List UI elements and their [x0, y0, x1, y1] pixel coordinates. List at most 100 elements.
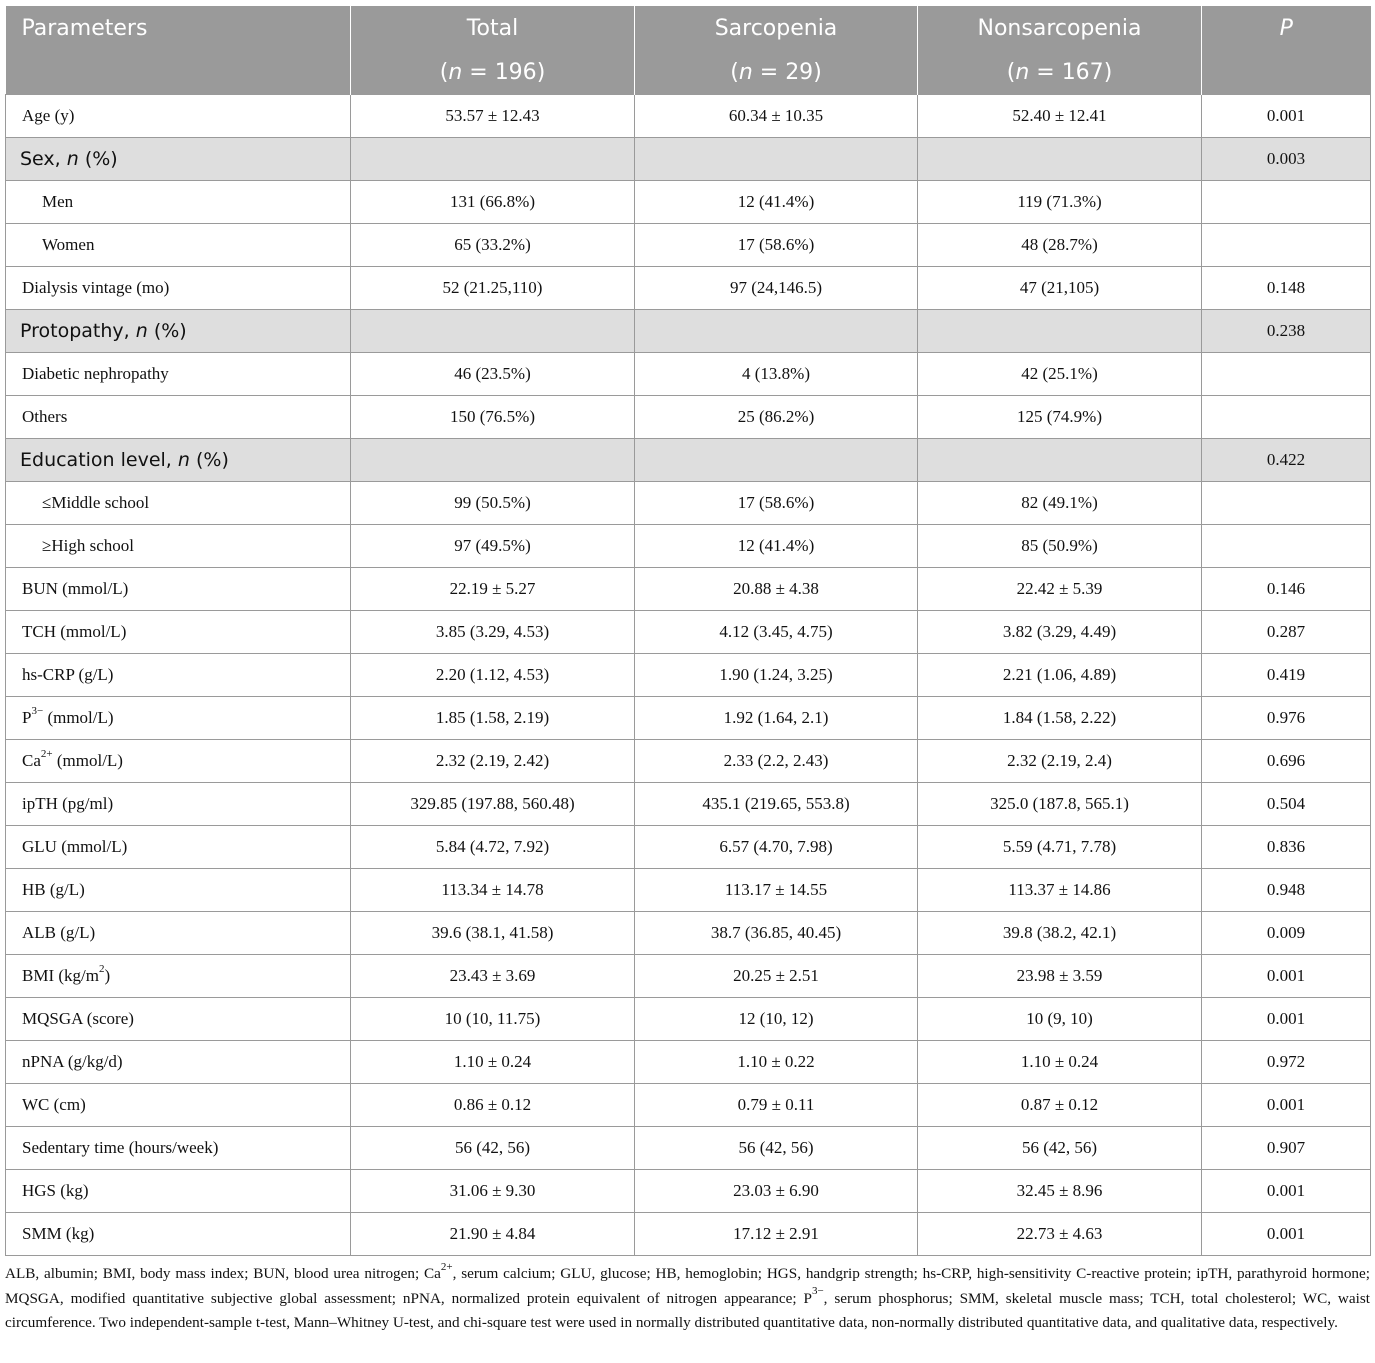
sarcopenia-cell: 2.33 (2.2, 2.43)	[634, 739, 918, 783]
total-cell: 150 (76.5%)	[350, 395, 635, 439]
table-row: Ca2+ (mmol/L) 2.32 (2.19, 2.42) 2.33 (2.2,…	[5, 739, 1371, 783]
table-row: ipTH (pg/ml) 329.85 (197.88, 560.48) 435.1…	[5, 782, 1371, 826]
header-row: Parameters Total Sarcopenia Nonsarcopeni…	[5, 6, 1371, 50]
parameter-cell: Protopathy, n (%)	[5, 309, 351, 353]
table-row: P3− (mmol/L) 1.85 (1.58, 2.19) 1.92 (1.64,…	[5, 696, 1371, 740]
nonsarcopenia-cell: 23.98 ± 3.59	[917, 954, 1202, 998]
total-cell: 65 (33.2%)	[350, 223, 635, 267]
table-row: MQSGA (score) 10 (10, 11.75) 12 (10, 12) 10…	[5, 997, 1371, 1041]
sarcopenia-cell: 60.34 ± 10.35	[634, 94, 918, 138]
parameter-cell: P3− (mmol/L)	[5, 696, 351, 740]
header-sarcopenia: Sarcopenia	[634, 6, 918, 50]
nonsarcopenia-cell: 48 (28.7%)	[917, 223, 1202, 267]
sarcopenia-cell: 20.25 ± 2.51	[634, 954, 918, 998]
p-cell: 0.001	[1201, 94, 1371, 138]
sarcopenia-cell: 97 (24,146.5)	[634, 266, 918, 310]
nonsarcopenia-cell: 39.8 (38.2, 42.1)	[917, 911, 1202, 955]
total-cell: 5.84 (4.72, 7.92)	[350, 825, 635, 869]
nonsarcopenia-cell	[917, 309, 1202, 353]
parameter-cell: Age (y)	[5, 94, 351, 138]
table-row: HB (g/L) 113.34 ± 14.78 113.17 ± 14.55 113.…	[5, 868, 1371, 912]
nonsarcopenia-cell: 3.82 (3.29, 4.49)	[917, 610, 1202, 654]
nonsarcopenia-cell: 119 (71.3%)	[917, 180, 1202, 224]
table-row: BUN (mmol/L) 22.19 ± 5.27 20.88 ± 4.38 22.4…	[5, 567, 1371, 611]
p-cell: 0.422	[1201, 438, 1371, 482]
total-cell: 56 (42, 56)	[350, 1126, 635, 1170]
sarcopenia-cell	[634, 438, 918, 482]
sarcopenia-cell: 6.57 (4.70, 7.98)	[634, 825, 918, 869]
sarcopenia-cell: 25 (86.2%)	[634, 395, 918, 439]
total-cell: 1.85 (1.58, 2.19)	[350, 696, 635, 740]
parameter-cell: nPNA (g/kg/d)	[5, 1040, 351, 1084]
parameter-cell: Diabetic nephropathy	[5, 352, 351, 396]
sarcopenia-cell	[634, 137, 918, 181]
parameter-cell: ipTH (pg/ml)	[5, 782, 351, 826]
header-total: Total	[350, 6, 635, 50]
nonsarcopenia-cell: 52.40 ± 12.41	[917, 94, 1202, 138]
p-cell	[1201, 352, 1371, 396]
sarcopenia-cell: 56 (42, 56)	[634, 1126, 918, 1170]
p-cell: 0.001	[1201, 1169, 1371, 1213]
header-nonsarcopenia: Nonsarcopenia	[917, 6, 1202, 50]
p-cell: 0.001	[1201, 1083, 1371, 1127]
p-cell: 0.976	[1201, 696, 1371, 740]
parameter-cell: BUN (mmol/L)	[5, 567, 351, 611]
parameter-cell: Women	[5, 223, 351, 267]
table-row: Dialysis vintage (mo) 52 (21.25,110) 97 (2…	[5, 266, 1371, 310]
nonsarcopenia-cell: 10 (9, 10)	[917, 997, 1202, 1041]
table-row: Women 65 (33.2%) 17 (58.6%) 48 (28.7%)	[5, 223, 1371, 267]
table-row: Others 150 (76.5%) 25 (86.2%) 125 (74.9%)	[5, 395, 1371, 439]
total-cell: 22.19 ± 5.27	[350, 567, 635, 611]
header-p: P	[1201, 6, 1371, 50]
nonsarcopenia-cell: 0.87 ± 0.12	[917, 1083, 1202, 1127]
total-cell: 21.90 ± 4.84	[350, 1212, 635, 1256]
table-row: nPNA (g/kg/d) 1.10 ± 0.24 1.10 ± 0.22 1.10 …	[5, 1040, 1371, 1084]
nonsarcopenia-cell: 85 (50.9%)	[917, 524, 1202, 568]
parameter-cell: ALB (g/L)	[5, 911, 351, 955]
total-cell: 113.34 ± 14.78	[350, 868, 635, 912]
parameter-cell: Dialysis vintage (mo)	[5, 266, 351, 310]
baseline-characteristics-table: Parameters Total Sarcopenia Nonsarcopeni…	[5, 6, 1371, 1256]
table-row: GLU (mmol/L) 5.84 (4.72, 7.92) 6.57 (4.70,…	[5, 825, 1371, 869]
parameter-cell: HB (g/L)	[5, 868, 351, 912]
table-row: BMI (kg/m2) 23.43 ± 3.69 20.25 ± 2.51 23.98…	[5, 954, 1371, 998]
p-cell: 0.009	[1201, 911, 1371, 955]
p-cell	[1201, 180, 1371, 224]
p-cell	[1201, 223, 1371, 267]
table-row: Age (y) 53.57 ± 12.43 60.34 ± 10.35 52.40 ±…	[5, 94, 1371, 138]
p-cell	[1201, 524, 1371, 568]
total-cell: 46 (23.5%)	[350, 352, 635, 396]
category-row: Protopathy, n (%) 0.238	[5, 309, 1371, 353]
p-cell: 0.836	[1201, 825, 1371, 869]
sarcopenia-cell: 113.17 ± 14.55	[634, 868, 918, 912]
table-row: SMM (kg) 21.90 ± 4.84 17.12 ± 2.91 22.73 ± …	[5, 1212, 1371, 1256]
header-total-n: (n = 196)	[350, 50, 635, 95]
total-cell: 329.85 (197.88, 560.48)	[350, 782, 635, 826]
sarcopenia-cell: 17.12 ± 2.91	[634, 1212, 918, 1256]
p-cell	[1201, 481, 1371, 525]
total-cell: 99 (50.5%)	[350, 481, 635, 525]
p-cell: 0.148	[1201, 266, 1371, 310]
parameter-cell: BMI (kg/m2)	[5, 954, 351, 998]
sarcopenia-cell: 23.03 ± 6.90	[634, 1169, 918, 1213]
nonsarcopenia-cell: 22.73 ± 4.63	[917, 1212, 1202, 1256]
total-cell: 31.06 ± 9.30	[350, 1169, 635, 1213]
nonsarcopenia-cell: 47 (21,105)	[917, 266, 1202, 310]
parameter-cell: Sex, n (%)	[5, 137, 351, 181]
parameter-cell: HGS (kg)	[5, 1169, 351, 1213]
parameter-cell: hs-CRP (g/L)	[5, 653, 351, 697]
table-row: ≤Middle school 99 (50.5%) 17 (58.6%) 82 (49…	[5, 481, 1371, 525]
parameter-cell: Ca2+ (mmol/L)	[5, 739, 351, 783]
nonsarcopenia-cell: 1.84 (1.58, 2.22)	[917, 696, 1202, 740]
parameter-cell: Education level, n (%)	[5, 438, 351, 482]
parameter-cell: MQSGA (score)	[5, 997, 351, 1041]
parameter-cell: TCH (mmol/L)	[5, 610, 351, 654]
header-p-blank	[1201, 50, 1371, 95]
parameter-cell: GLU (mmol/L)	[5, 825, 351, 869]
p-cell: 0.003	[1201, 137, 1371, 181]
total-cell: 39.6 (38.1, 41.58)	[350, 911, 635, 955]
nonsarcopenia-cell: 1.10 ± 0.24	[917, 1040, 1202, 1084]
p-cell: 0.146	[1201, 567, 1371, 611]
nonsarcopenia-cell: 125 (74.9%)	[917, 395, 1202, 439]
sarcopenia-cell: 17 (58.6%)	[634, 481, 918, 525]
